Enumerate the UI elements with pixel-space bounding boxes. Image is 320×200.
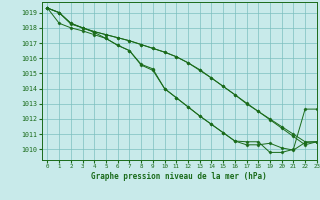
X-axis label: Graphe pression niveau de la mer (hPa): Graphe pression niveau de la mer (hPa): [91, 172, 267, 181]
